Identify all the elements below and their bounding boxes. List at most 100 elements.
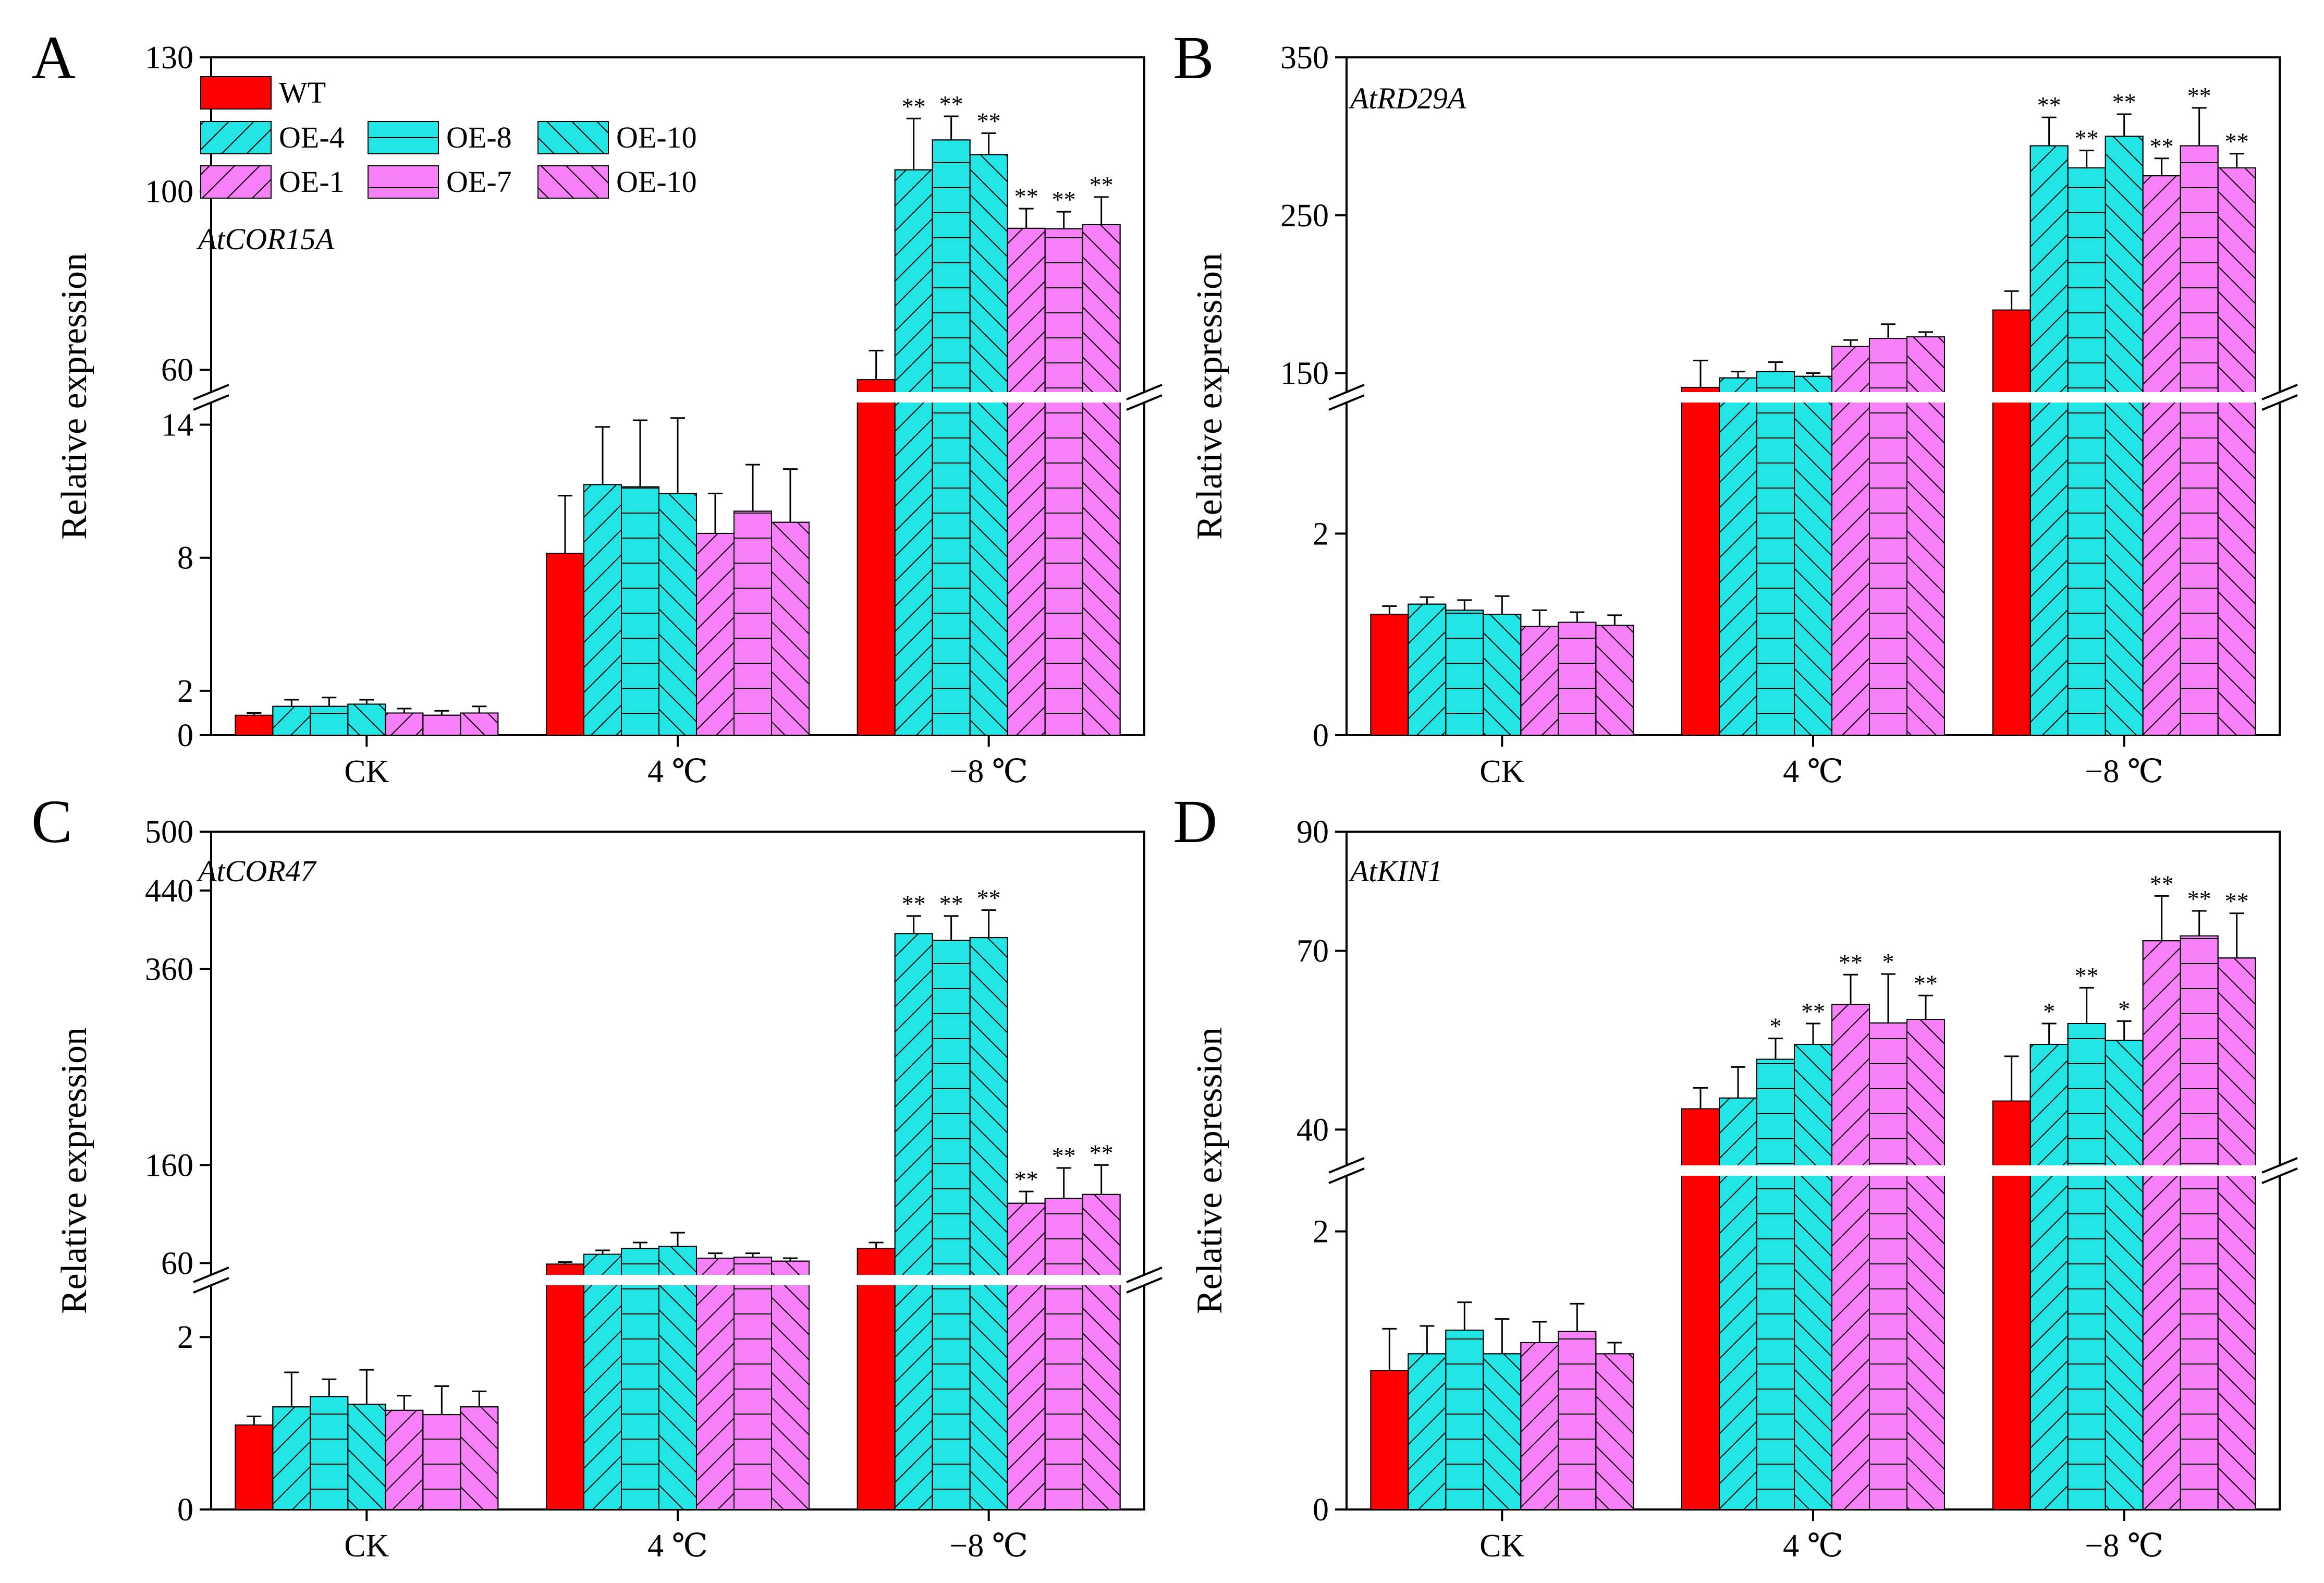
bar: ** (2217, 128, 2256, 736)
bar-hatch (771, 1260, 810, 1511)
bar (1445, 1301, 1484, 1510)
bar-hatch (696, 532, 735, 736)
bar (1992, 1055, 2031, 1511)
x-tick-label: −8 ℃ (2085, 1528, 2163, 1564)
y-tick-label: 360 (145, 952, 193, 987)
significance-mark: ** (1052, 1142, 1076, 1169)
bar (272, 699, 311, 736)
bar (235, 1415, 274, 1511)
x-tick-label: −8 ℃ (949, 1528, 1028, 1564)
bar-fill (1992, 309, 2031, 736)
axis-break-slash (1126, 1267, 1163, 1283)
legend-label: OE-7 (446, 165, 512, 199)
significance-mark: ** (2075, 962, 2099, 989)
y-tick-label: 130 (145, 40, 193, 76)
bar-hatch (658, 1246, 697, 1510)
bar-hatch (621, 486, 659, 736)
bar: ** (932, 891, 971, 1510)
y-tick-label: 150 (1280, 356, 1329, 392)
significance-mark: ** (977, 108, 1001, 135)
bar (272, 1371, 311, 1511)
gene-label: AtRD29A (1348, 81, 1466, 115)
x-tick-label: CK (1479, 1528, 1524, 1564)
bar (422, 1385, 461, 1510)
y-tick-label: 350 (1280, 40, 1329, 76)
bar (733, 1252, 772, 1510)
bar-hatch (1082, 224, 1121, 736)
bar (733, 464, 772, 736)
axis-break-slash (1328, 394, 1365, 411)
bar-hatch (1906, 336, 1945, 736)
bar (696, 1252, 735, 1511)
bar-fill (546, 1263, 584, 1511)
bar (1520, 609, 1559, 736)
bar (1681, 1087, 1720, 1510)
bar: * (2105, 995, 2144, 1510)
bar-hatch (1044, 228, 1083, 736)
x-tick-label: 4 ℃ (1783, 1528, 1843, 1564)
bar-hatch (310, 705, 349, 736)
bar (857, 1241, 896, 1510)
bar: ** (2029, 92, 2069, 736)
bar-fill (1370, 614, 1409, 736)
bar (460, 1390, 499, 1511)
y-tick-label: 14 (161, 408, 193, 443)
bar-hatch (2105, 1040, 2144, 1510)
bar-hatch (272, 1406, 311, 1511)
bar-hatch (2142, 175, 2181, 736)
y-tick-label: 500 (145, 814, 193, 850)
x-tick-label: CK (1479, 754, 1524, 789)
y-tick-label: 0 (177, 718, 193, 753)
bar-hatch (2142, 940, 2181, 1510)
bar: ** (1831, 949, 1870, 1510)
bar (696, 492, 735, 736)
legend-swatch-hatch (200, 165, 272, 199)
bar-hatch (894, 169, 933, 736)
bar-hatch (1483, 614, 1522, 736)
axis-break-slash (1328, 384, 1365, 400)
bar (1869, 323, 1907, 736)
bar (1831, 339, 1870, 736)
bar-fill (235, 1424, 274, 1511)
y-tick-label: 160 (145, 1148, 193, 1183)
bar-hatch (2029, 145, 2069, 736)
legend-label: OE-10 (616, 120, 697, 154)
bar-hatch (1007, 227, 1046, 736)
bar: ** (894, 891, 933, 1510)
significance-mark: ** (1090, 172, 1114, 198)
bar-hatch (1831, 346, 1870, 736)
significance-mark: ** (1839, 949, 1863, 976)
bar-hatch (422, 714, 461, 736)
axis-break-gap (212, 392, 1143, 403)
x-tick-label: 4 ℃ (647, 754, 708, 789)
bar-hatch (969, 154, 1008, 736)
gene-label: AtKIN1 (1348, 854, 1442, 888)
legend-item: WT (200, 76, 326, 109)
panel-a: A AtCOR15A Relative expression 0 2 8 14 60 100 13… (31, 23, 1163, 789)
bar-fill (546, 553, 584, 736)
bar (1992, 290, 2031, 736)
bar (621, 1241, 659, 1510)
bar (1794, 372, 1832, 736)
y-tick-label: 0 (1313, 1492, 1329, 1528)
bar-hatch (1831, 1004, 1870, 1510)
significance-mark: ** (2225, 888, 2249, 915)
y-tick-label: 250 (1280, 198, 1329, 234)
axis-break-slash (1126, 1277, 1163, 1294)
x-tick-label: 4 ℃ (647, 1528, 708, 1564)
y-tick-label: 2 (1313, 516, 1329, 552)
axis-break-slash (1328, 1157, 1365, 1174)
axis-break-gap (1348, 392, 2279, 403)
x-tick-label: −8 ℃ (2085, 754, 2163, 789)
legend-label: OE-4 (279, 120, 345, 154)
bar (1520, 1321, 1559, 1510)
bar (1483, 595, 1522, 736)
significance-mark: ** (2150, 133, 2174, 160)
bar (1370, 605, 1409, 736)
bar (658, 417, 697, 736)
bar: ** (2067, 125, 2106, 736)
bar-hatch (621, 1248, 659, 1510)
legend-item: OE-7 (368, 165, 512, 199)
gene-label: AtCOR47 (196, 854, 317, 888)
